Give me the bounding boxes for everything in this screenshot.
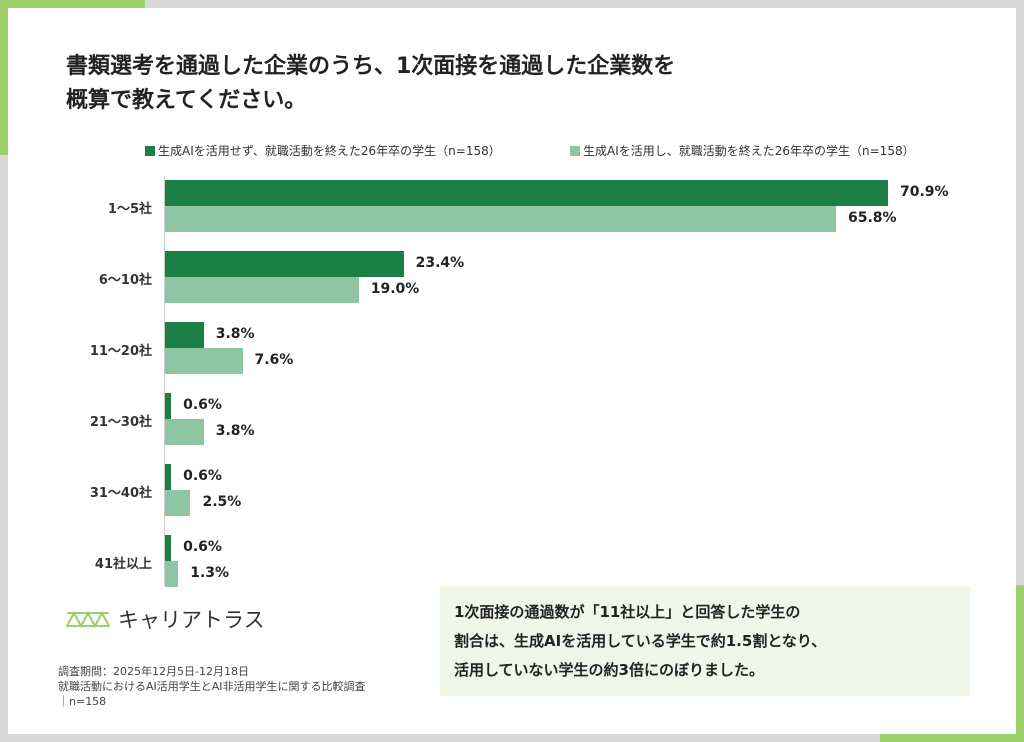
category-label: 21～30社 [89, 415, 152, 430]
chart-title: 書類選考を通過した企業のうち、1次面接を通過した企業数を 概算で教えてください。 [66, 50, 675, 118]
data-label: 1.3% [190, 565, 230, 581]
bar-series1 [165, 464, 172, 490]
bar-series1 [165, 322, 204, 348]
accent-bar [880, 734, 1024, 742]
bar-series1 [165, 393, 172, 419]
data-label: 19.0% [370, 281, 420, 297]
bar-series2 [165, 419, 204, 445]
bar-series2 [165, 206, 836, 232]
survey-notes: 調査期間：2025年12月5日-12月18日 就職活動におけるAI活用学生とAI… [58, 664, 366, 709]
summary-line: 活用していない学生の約3倍にのぼりました。 [454, 661, 764, 679]
data-label: 23.4% [415, 255, 465, 271]
bar-series2 [165, 277, 359, 303]
data-label: 2.5% [202, 494, 242, 510]
bar-series2 [165, 348, 243, 374]
data-label: 3.8% [215, 423, 255, 439]
legend-label: 生成AIを活用せず、就職活動を終えた26年卒の学生（n=158） [158, 144, 501, 158]
note-line: 就職活動におけるAI活用学生とAI非活用学生に関する比較調査 [58, 680, 366, 693]
bar-series2 [165, 490, 191, 516]
legend-item-series1: 生成AIを活用せず、就職活動を終えた26年卒の学生（n=158） [145, 142, 501, 159]
logo: キャリアトラス [66, 604, 265, 634]
summary-box: 1次面接の通過数が「11社以上」と回答した学生の 割合は、生成AIを活用している… [440, 586, 970, 696]
logo-icon [66, 610, 110, 628]
category-label: 1～5社 [107, 202, 152, 217]
data-label: 0.6% [183, 468, 222, 484]
bar-series2 [165, 561, 179, 587]
summary-line: 割合は、生成AIを活用している学生で約1.5割となり、 [454, 632, 827, 650]
accent-bar [0, 0, 8, 155]
title-line: 書類選考を通過した企業のうち、1次面接を通過した企業数を [66, 54, 676, 79]
note-line: 調査期間：2025年12月5日-12月18日 [58, 665, 249, 678]
accent-bar [0, 0, 145, 8]
data-label: 3.8% [215, 326, 255, 342]
data-label: 70.9% [900, 184, 949, 200]
title-line: 概算で教えてください。 [66, 88, 307, 113]
data-label: 7.6% [254, 352, 294, 368]
note-line: ｜n=158 [58, 695, 107, 708]
legend-label: 生成AIを活用し、就職活動を終えた26年卒の学生（n=158） [583, 144, 915, 158]
legend-swatch [570, 145, 580, 156]
category-label: 6～10社 [98, 273, 152, 288]
bar-series1 [165, 251, 404, 277]
category-label: 11～20社 [89, 344, 152, 359]
data-label: 0.6% [183, 539, 222, 555]
legend-item-series2: 生成AIを活用し、就職活動を終えた26年卒の学生（n=158） [570, 142, 915, 159]
category-label: 31～40社 [89, 486, 152, 501]
data-label: 0.6% [183, 397, 222, 413]
y-axis-line [164, 176, 165, 586]
bar-series1 [165, 535, 172, 561]
legend-swatch [145, 145, 155, 156]
bar-series1 [165, 180, 888, 206]
category-label: 41社以上 [94, 557, 152, 572]
data-label: 65.8% [847, 210, 897, 226]
summary-line: 1次面接の通過数が「11社以上」と回答した学生の [454, 603, 801, 621]
logo-text: キャリアトラス [118, 608, 265, 632]
accent-bar [1016, 585, 1024, 742]
